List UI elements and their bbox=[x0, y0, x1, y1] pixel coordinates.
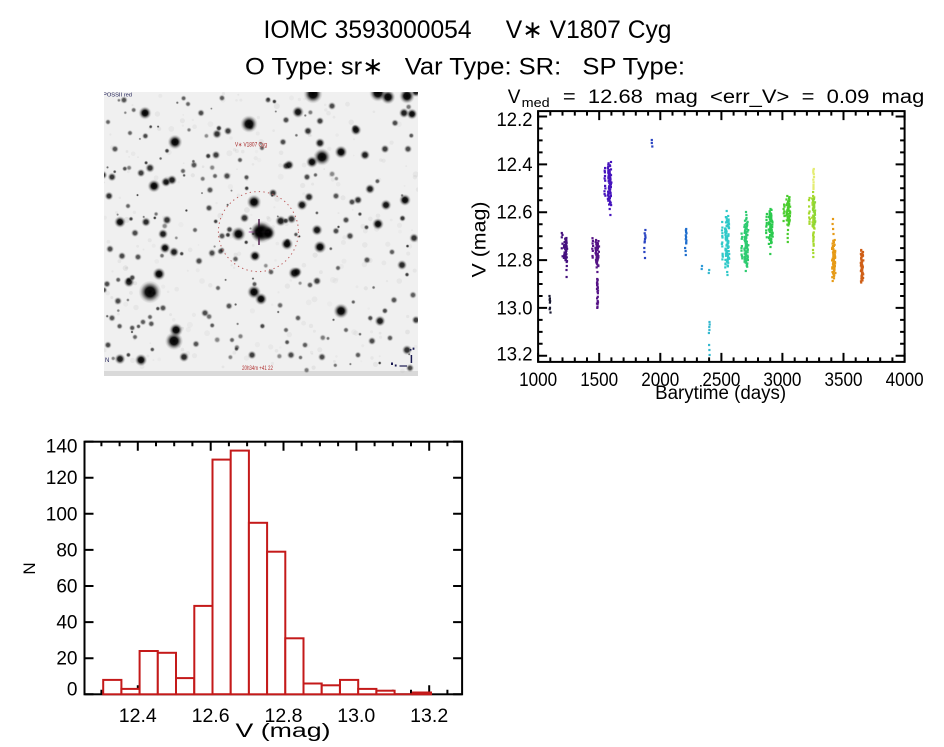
svg-text:3000: 3000 bbox=[763, 370, 801, 391]
svg-text:13.2: 13.2 bbox=[497, 345, 533, 366]
svg-text:4000: 4000 bbox=[886, 370, 924, 391]
svg-text:13.0: 13.0 bbox=[497, 298, 533, 319]
svg-text:O Type: sr∗ Var Type: SR:: O Type: sr∗ Var Type: SR: SP Type: bbox=[245, 54, 685, 81]
svg-text:20: 20 bbox=[56, 649, 77, 670]
svg-text:Barytime (days): Barytime (days) bbox=[655, 383, 786, 404]
svg-text:V (mag): V (mag) bbox=[470, 202, 491, 278]
svg-text:N: N bbox=[20, 562, 39, 574]
svg-text:12.4: 12.4 bbox=[119, 706, 157, 727]
svg-text:POSSII red: POSSII red bbox=[103, 93, 132, 99]
svg-text:N: N bbox=[105, 358, 109, 364]
svg-text:0: 0 bbox=[67, 679, 78, 700]
svg-text:V: V bbox=[508, 87, 521, 108]
svg-text:140: 140 bbox=[46, 437, 78, 458]
svg-text:med: med bbox=[522, 96, 550, 110]
svg-text:= 12.68 mag <err_V> = 0.0: = 12.68 mag <err_V> = 0.09 mag bbox=[563, 87, 924, 108]
svg-text:12.8: 12.8 bbox=[265, 706, 303, 727]
svg-text:60: 60 bbox=[56, 577, 77, 598]
svg-text:IOMC 3593000054 V∗ V1807 C: IOMC 3593000054 V∗ V1807 Cyg bbox=[264, 16, 672, 44]
svg-text:12.6: 12.6 bbox=[497, 203, 533, 224]
svg-text:20h34m +41 22: 20h34m +41 22 bbox=[242, 366, 273, 372]
svg-text:120: 120 bbox=[46, 468, 78, 489]
svg-text:2500: 2500 bbox=[702, 370, 740, 391]
svg-text:12.6: 12.6 bbox=[192, 706, 230, 727]
svg-text:V (mag): V (mag) bbox=[236, 721, 331, 742]
svg-text:80: 80 bbox=[56, 540, 77, 561]
svg-text:100: 100 bbox=[46, 504, 78, 525]
svg-text:13.0: 13.0 bbox=[337, 706, 375, 727]
svg-text:12.4: 12.4 bbox=[497, 155, 533, 176]
svg-text:3500: 3500 bbox=[825, 370, 863, 391]
svg-text:2000: 2000 bbox=[641, 370, 679, 391]
svg-text:12.8: 12.8 bbox=[497, 251, 533, 272]
svg-text:V∗ V1807 Cyg: V∗ V1807 Cyg bbox=[235, 143, 267, 149]
svg-text:40: 40 bbox=[56, 613, 77, 634]
svg-text:12.2: 12.2 bbox=[497, 110, 533, 131]
svg-text:1000: 1000 bbox=[519, 370, 557, 391]
svg-text:1500: 1500 bbox=[580, 370, 618, 391]
svg-text:13.2: 13.2 bbox=[410, 706, 448, 727]
